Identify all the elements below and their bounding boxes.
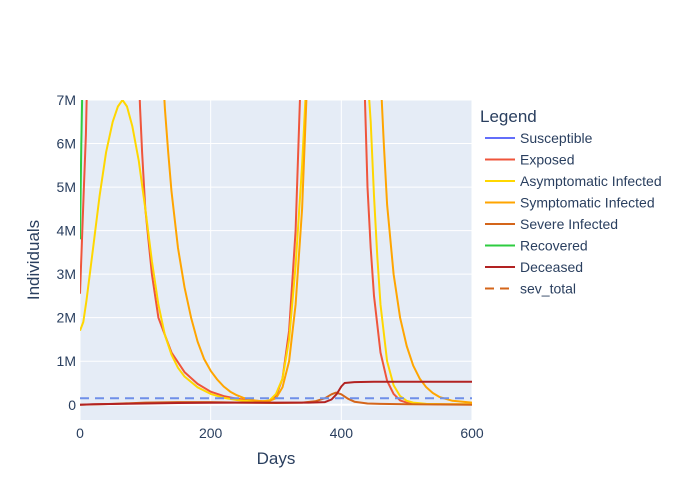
- legend-item[interactable]: Deceased: [485, 259, 583, 275]
- legend-label: Severe Infected: [520, 216, 618, 232]
- plot-area: [80, 100, 472, 420]
- y-tick-label: 4M: [57, 223, 76, 239]
- legend-label: Susceptible: [520, 130, 593, 146]
- y-tick-label: 1M: [57, 353, 76, 369]
- legend-item[interactable]: Susceptible: [485, 130, 593, 146]
- legend-item[interactable]: Recovered: [485, 238, 588, 254]
- grid-lines: [79, 99, 473, 420]
- legend-label: Exposed: [520, 152, 574, 168]
- y-tick-label: 2M: [57, 310, 76, 326]
- x-axis-ticks: 0 200 400 600: [76, 425, 484, 441]
- legend-item[interactable]: Asymptomatic Infected: [485, 173, 662, 189]
- y-tick-label: 0: [68, 397, 76, 413]
- y-axis-title: Individuals: [24, 220, 43, 300]
- y-axis-ticks: 0 1M 2M 3M 4M 5M 6M 7M: [57, 92, 77, 413]
- series-layer: [80, 100, 472, 406]
- legend-item[interactable]: Exposed: [485, 152, 574, 168]
- x-axis-title: Days: [257, 449, 296, 468]
- x-tick-label: 600: [460, 425, 484, 441]
- legend-label: Deceased: [520, 259, 583, 275]
- legend-label: Recovered: [520, 238, 588, 254]
- y-tick-label: 5M: [57, 179, 76, 195]
- series-line-recovered: [80, 100, 84, 240]
- legend-item[interactable]: Severe Infected: [485, 216, 618, 232]
- series-line-asymptomatic-infected: [80, 100, 472, 406]
- legend-label: Symptomatic Infected: [520, 195, 655, 211]
- x-tick-label: 0: [76, 425, 84, 441]
- legend-item[interactable]: Symptomatic Infected: [485, 195, 655, 211]
- legend-title: Legend: [480, 107, 537, 126]
- y-tick-label: 3M: [57, 266, 76, 282]
- legend: Legend Susceptible Exposed Asymptomatic In…: [480, 107, 662, 297]
- y-tick-label: 7M: [57, 92, 76, 108]
- series-line-symptomatic-infected: [163, 100, 472, 404]
- x-tick-label: 400: [330, 425, 354, 441]
- legend-label: Asymptomatic Infected: [520, 173, 662, 189]
- legend-label: sev_total: [520, 281, 576, 297]
- series-line-deceased: [80, 380, 472, 406]
- legend-item[interactable]: sev_total: [485, 281, 576, 297]
- x-tick-label: 200: [199, 425, 223, 441]
- y-tick-label: 6M: [57, 136, 76, 152]
